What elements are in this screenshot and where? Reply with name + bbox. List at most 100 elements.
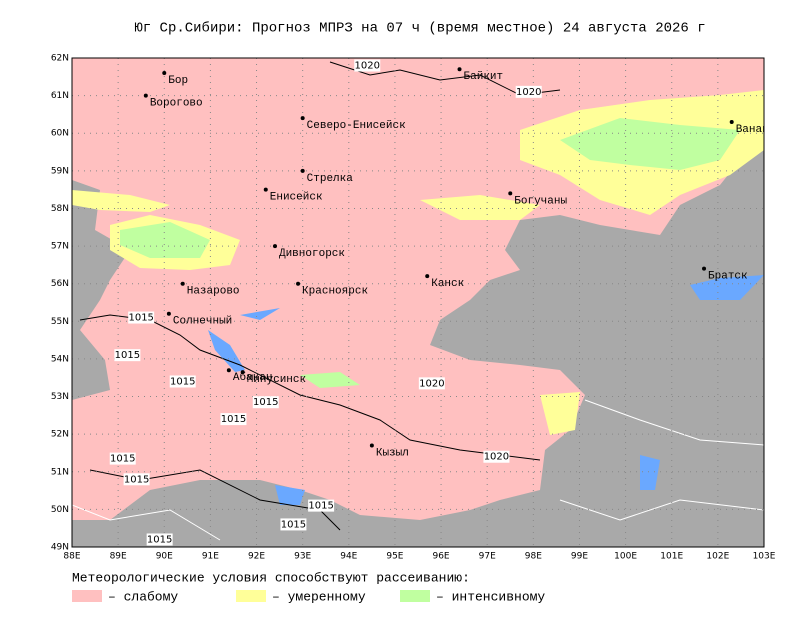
- lon-tick-label: 101E: [660, 552, 683, 562]
- isobar-label: 1020: [484, 452, 509, 463]
- city-label: Богучаны: [514, 195, 567, 207]
- city-dot: [702, 266, 707, 271]
- city-dot: [425, 274, 430, 279]
- city-dot: [226, 368, 231, 373]
- lat-tick-label: 52N: [51, 430, 69, 440]
- isobar-label: 1015: [170, 376, 195, 387]
- no-data-region: [72, 180, 130, 400]
- lat-tick-label: 60N: [51, 129, 69, 139]
- lon-tick-label: 91E: [202, 552, 219, 562]
- moderate-zone: [540, 392, 580, 435]
- lon-tick-label: 95E: [386, 552, 403, 562]
- grid: [72, 58, 764, 547]
- legend-title: Метеорологические условия способствуют р…: [72, 570, 470, 585]
- map-marks: 1020102010151015101510151015102010201015…: [109, 59, 789, 546]
- legend: – слабому – умеренному – интенсивному: [72, 589, 545, 604]
- city-label: Абакан: [233, 371, 273, 384]
- city-label: Ванавара: [736, 124, 789, 136]
- lon-tick-label: 90E: [156, 552, 173, 562]
- legend-label: – интенсивному: [436, 589, 545, 604]
- city-dot: [180, 281, 185, 286]
- border-line: [559, 499, 764, 521]
- lon-tick-label: 89E: [110, 552, 127, 562]
- lon-tick-label: 93E: [294, 552, 311, 562]
- lat-tick-label: 56N: [51, 279, 69, 289]
- lon-tick-label: 102E: [706, 552, 729, 562]
- lat-tick-label: 62N: [51, 54, 69, 64]
- lat-tick-label: 57N: [51, 242, 69, 252]
- lon-tick-label: 96E: [432, 552, 449, 562]
- isobar-label: 1015: [308, 501, 333, 512]
- lat-tick-label: 59N: [51, 166, 69, 176]
- city-label: Красноярск: [302, 286, 368, 298]
- city-label: Минусинск: [247, 374, 306, 386]
- city-dot: [457, 67, 462, 72]
- lon-tick-label: 98E: [525, 552, 542, 562]
- legend-label: – умеренному: [272, 589, 366, 604]
- city-label: Стрелка: [307, 173, 354, 185]
- city-dot: [296, 281, 301, 286]
- isobar-label-bg: [515, 85, 542, 98]
- isobar-label: 1015: [124, 474, 149, 485]
- city-dot: [300, 116, 305, 121]
- isobar-label-bg: [109, 452, 136, 465]
- isobar-label-bg: [252, 396, 279, 409]
- city-dot: [162, 71, 167, 76]
- isobar-label-bg: [169, 375, 196, 388]
- isobar-label-bg: [483, 450, 510, 463]
- lon-tick-label: 88E: [63, 552, 80, 562]
- lat-tick-label: 51N: [51, 467, 69, 477]
- border-line: [584, 399, 764, 446]
- intensive-zone: [120, 222, 210, 258]
- city-label: Канск: [431, 278, 464, 290]
- isobar-label: 1015: [147, 534, 172, 545]
- intensive-zone: [300, 372, 360, 388]
- city-dot: [300, 168, 305, 173]
- ticks: 49N 50N 51N 52N 53N 54N 55N 56N 57N 58N 59N 60N 61N 6…: [51, 54, 776, 562]
- city-label: Енисейск: [270, 192, 323, 204]
- legend-swatch: [72, 590, 102, 602]
- city-label: Назарово: [187, 286, 240, 298]
- city-dot: [240, 370, 245, 375]
- isobar-label-bg: [418, 377, 445, 390]
- title: Юг Ср.Сибири: Прогноз МПРЗ на 07 ч (врем…: [134, 20, 705, 37]
- lat-tick-label: 49N: [51, 543, 69, 553]
- isobar-label: 1015: [253, 397, 278, 408]
- isobar-label: 1015: [281, 519, 306, 530]
- lon-tick-label: 97E: [479, 552, 496, 562]
- lat-tick-label: 61N: [51, 91, 69, 101]
- legend-label: – слабому: [108, 589, 178, 604]
- city-label: Северо-Енисейск: [307, 120, 406, 132]
- lat-tick-label: 58N: [51, 204, 69, 214]
- lon-tick-label: 99E: [571, 552, 588, 562]
- city-dot: [272, 244, 277, 249]
- intensive-zone: [560, 118, 740, 170]
- city-dot: [729, 119, 734, 124]
- lon-tick-label: 103E: [753, 552, 776, 562]
- isobar-label: 1015: [110, 454, 135, 465]
- isobar-label-bg: [220, 413, 247, 426]
- city-label: Дивногорск: [279, 248, 345, 260]
- isobar-label-bg: [128, 311, 155, 324]
- water-body: [208, 275, 764, 505]
- lon-tick-label: 100E: [614, 552, 637, 562]
- isobar-label: 1020: [516, 87, 541, 98]
- legend-swatch: [400, 590, 430, 602]
- city-dot: [166, 311, 171, 316]
- legend-swatch: [236, 590, 266, 602]
- city-label: Байкит: [464, 71, 504, 83]
- isobar-label-bg: [308, 499, 335, 512]
- lat-tick-label: 54N: [51, 354, 69, 364]
- isobar-label-bg: [280, 518, 307, 531]
- city-dot: [143, 93, 148, 98]
- isobar-label: 1015: [115, 350, 140, 361]
- isobar-label: 1015: [221, 414, 246, 425]
- lat-tick-label: 53N: [51, 392, 69, 402]
- isobar-label-bg: [146, 533, 173, 546]
- city-dot: [508, 191, 513, 196]
- moderate-zone: [420, 195, 540, 220]
- no-data-region: [72, 150, 764, 547]
- map-area: 1020102010151015101510151015102010201015…: [72, 58, 789, 547]
- city-dot: [263, 187, 268, 192]
